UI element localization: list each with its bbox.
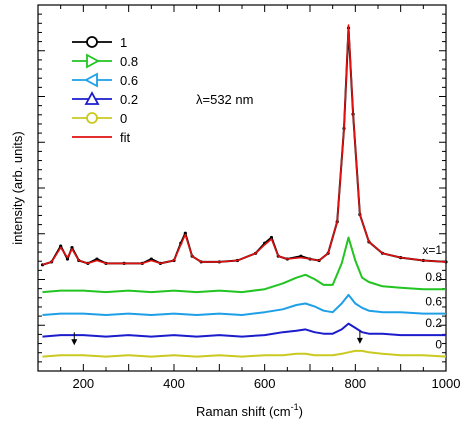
curve-label: 0.8 bbox=[425, 270, 442, 284]
curve-label: x=1 bbox=[422, 243, 442, 257]
curve-label: 0.2 bbox=[425, 316, 442, 330]
series-line-fit bbox=[42, 24, 447, 266]
legend-marker bbox=[84, 72, 98, 88]
x-axis-label-superscript: -1 bbox=[291, 402, 299, 412]
x-tick-labels: 200 400 600 800 1000 bbox=[72, 376, 460, 391]
legend: 1 0.8 0.6 0.2 0 fit bbox=[72, 35, 138, 145]
x-axis-label-main: Raman shift (cm bbox=[196, 404, 291, 419]
series-line-0 bbox=[42, 349, 447, 358]
series-line-0.8 bbox=[42, 236, 446, 294]
y-axis-label: intensity (arb. units) bbox=[10, 131, 25, 244]
legend-marker bbox=[86, 112, 98, 124]
plot-frame bbox=[37, 4, 447, 372]
x-tick-label: 800 bbox=[344, 376, 366, 391]
x-axis-label: Raman shift (cm-1) bbox=[196, 402, 303, 419]
x-tick-label: 600 bbox=[254, 376, 276, 391]
x-axis-label-suffix: ) bbox=[299, 404, 303, 419]
legend-label: 0.2 bbox=[120, 92, 138, 107]
legend-marker bbox=[86, 53, 100, 69]
legend-label: 1 bbox=[120, 35, 127, 50]
curve-label: 0.6 bbox=[425, 295, 442, 309]
series-layer bbox=[40, 24, 448, 358]
data-point bbox=[65, 257, 70, 261]
curve-label: 0 bbox=[435, 338, 442, 352]
legend-label: fit bbox=[120, 130, 131, 145]
wavelength-annotation: λ=532 nm bbox=[196, 92, 253, 107]
data-point bbox=[149, 257, 153, 261]
data-point bbox=[95, 257, 99, 261]
legend-marker bbox=[86, 36, 98, 48]
data-point bbox=[70, 245, 74, 250]
arrow-head bbox=[356, 337, 363, 344]
data-point bbox=[59, 244, 63, 248]
series-line-0.2 bbox=[42, 322, 446, 338]
data-point bbox=[269, 235, 274, 240]
legend-marker bbox=[84, 91, 100, 105]
arrow-head bbox=[71, 339, 78, 346]
arrow-markers bbox=[71, 330, 363, 346]
series-line-1 bbox=[42, 27, 447, 266]
x-tick-label: 1000 bbox=[432, 376, 461, 391]
curve-labels: x=1 0.8 0.6 0.2 0 bbox=[422, 243, 442, 352]
legend-label: 0 bbox=[120, 111, 127, 126]
axis-ticks bbox=[37, 4, 447, 372]
data-point bbox=[183, 231, 187, 235]
series-line-0.6 bbox=[42, 293, 446, 316]
legend-label: 0.8 bbox=[120, 54, 138, 69]
legend-label: 0.6 bbox=[120, 73, 138, 88]
x-tick-label: 400 bbox=[163, 376, 185, 391]
x-tick-label: 200 bbox=[72, 376, 94, 391]
